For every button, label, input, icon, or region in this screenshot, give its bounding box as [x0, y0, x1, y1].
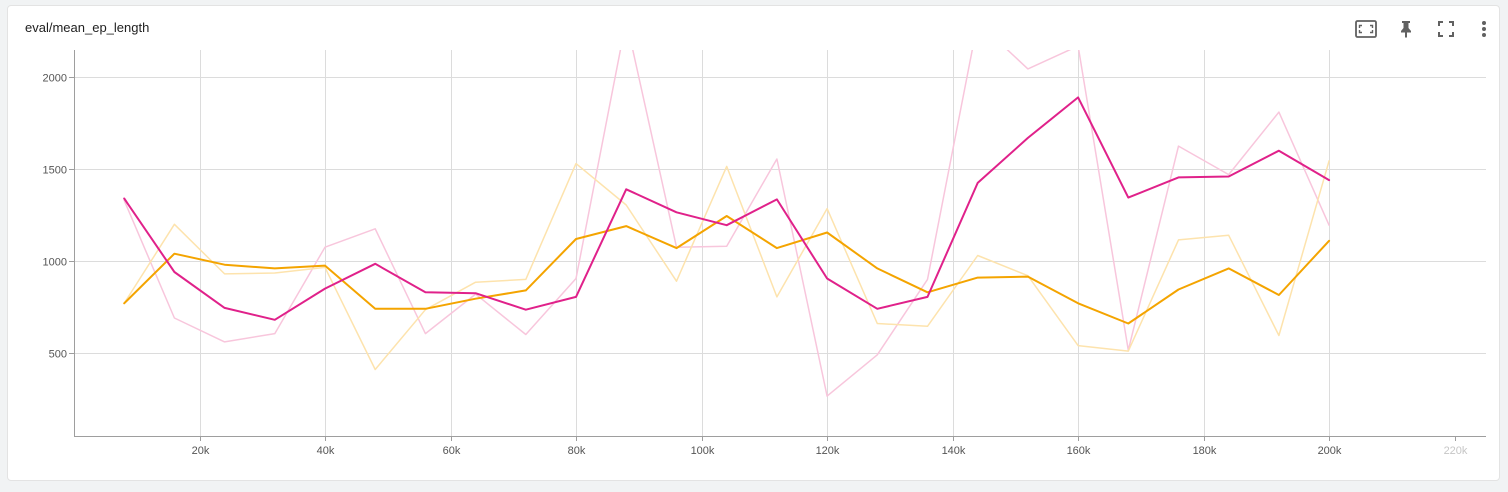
chart-title: eval/mean_ep_length: [25, 20, 150, 35]
grid-lines: [74, 50, 1486, 436]
fullscreen-icon: [1438, 21, 1454, 37]
tick-labels: 20k 40k 60k 80k 100k 120k 140k 160k 180k 200k 220k…: [43, 73, 1468, 458]
x-tick-label: 40k: [317, 445, 335, 457]
y-tick-label: 1500: [43, 165, 67, 177]
pin-icon: [1401, 21, 1411, 38]
more-options-button[interactable]: [1471, 16, 1497, 42]
x-tick-label: 20k: [192, 445, 210, 457]
x-tick-label: 80k: [568, 445, 586, 457]
fullscreen-button[interactable]: [1433, 16, 1459, 42]
series-lines: [123, 20, 1331, 397]
chart-card: eval/mean_ep_length: [7, 5, 1500, 481]
pin-button[interactable]: [1393, 16, 1419, 42]
x-tick-label: 220k: [1444, 445, 1468, 457]
series-line-3[interactable]: [123, 215, 1331, 325]
series-line-4[interactable]: [123, 96, 1331, 321]
x-tick-label: 140k: [942, 445, 966, 457]
axes: [69, 50, 1486, 441]
fit-domain-button[interactable]: [1353, 16, 1379, 42]
series-line-2[interactable]: [123, 160, 1330, 371]
x-tick-label: 180k: [1193, 445, 1217, 457]
fit-domain-icon: [1355, 20, 1377, 38]
y-tick-label: 1000: [43, 257, 67, 269]
x-tick-label: 60k: [443, 445, 461, 457]
series-line-1[interactable]: [123, 20, 1330, 397]
y-tick-label: 2000: [43, 73, 67, 85]
x-tick-label: 200k: [1318, 445, 1342, 457]
x-tick-label: 120k: [816, 445, 840, 457]
line-chart[interactable]: 20k 40k 60k 80k 100k 120k 140k 160k 180k 200k 220k…: [8, 6, 1499, 480]
x-tick-label: 100k: [691, 445, 715, 457]
x-tick-label: 160k: [1067, 445, 1091, 457]
more-vert-icon: [1482, 21, 1486, 37]
y-tick-label: 500: [49, 349, 67, 361]
